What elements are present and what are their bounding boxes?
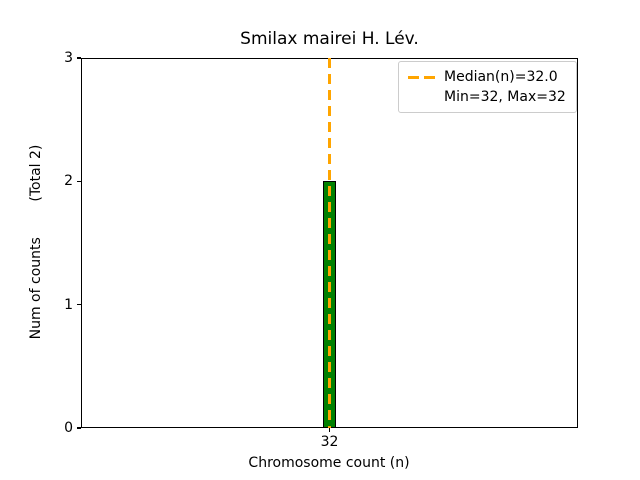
x-tick-mark	[328, 427, 331, 432]
y-tick-mark	[76, 427, 81, 429]
chart-title: Smilax mairei H. Lév.	[240, 29, 419, 49]
legend-label-median: Median(n)=32.0	[444, 69, 558, 85]
median-dashed-line-icon	[408, 75, 435, 79]
y-tick-label: 0	[64, 420, 73, 436]
y-tick-mark	[76, 57, 81, 59]
y-tick-label: 1	[64, 296, 73, 313]
y-tick-mark	[76, 304, 81, 306]
legend-entry-median: Median(n)=32.0	[408, 67, 566, 87]
y-tick-mark	[76, 180, 81, 182]
y-axis-label: Num of counts (Total 2)	[28, 144, 44, 340]
y-tick-label: 2	[64, 173, 73, 190]
legend: Median(n)=32.0 Min=32, Max=32	[398, 61, 577, 113]
legend-label-minmax: Min=32, Max=32	[444, 89, 566, 105]
legend-entry-minmax: Min=32, Max=32	[408, 87, 566, 107]
x-tick-label: 32	[320, 434, 339, 450]
x-axis-label: Chromosome count (n)	[248, 455, 410, 471]
y-tick-label: 3	[64, 50, 73, 66]
median-line	[328, 58, 331, 428]
